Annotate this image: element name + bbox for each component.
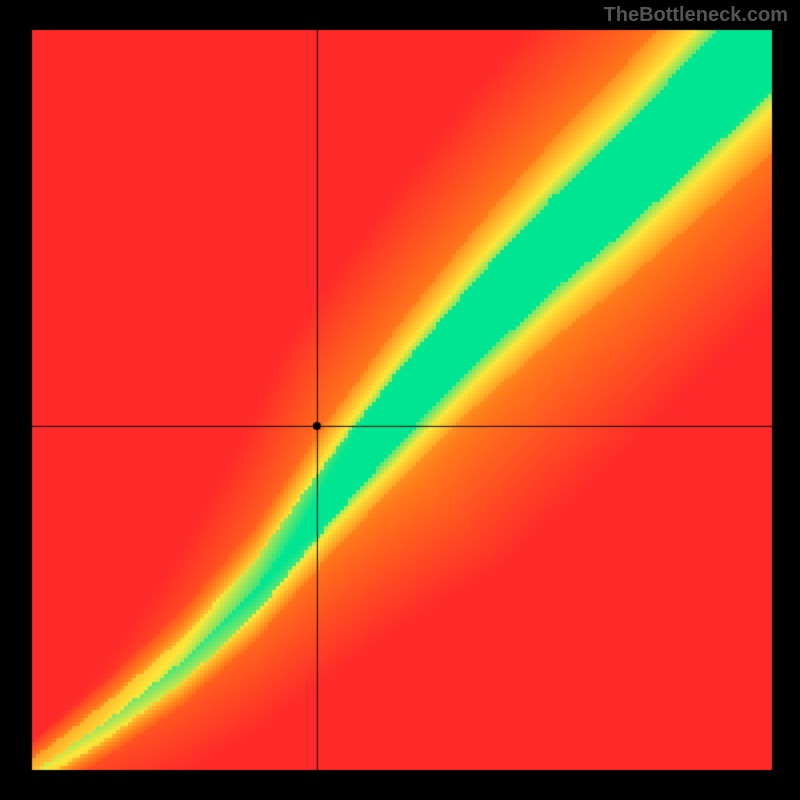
watermark-text: TheBottleneck.com (604, 4, 788, 27)
heatmap-canvas (0, 0, 800, 800)
chart-container: TheBottleneck.com (0, 0, 800, 800)
